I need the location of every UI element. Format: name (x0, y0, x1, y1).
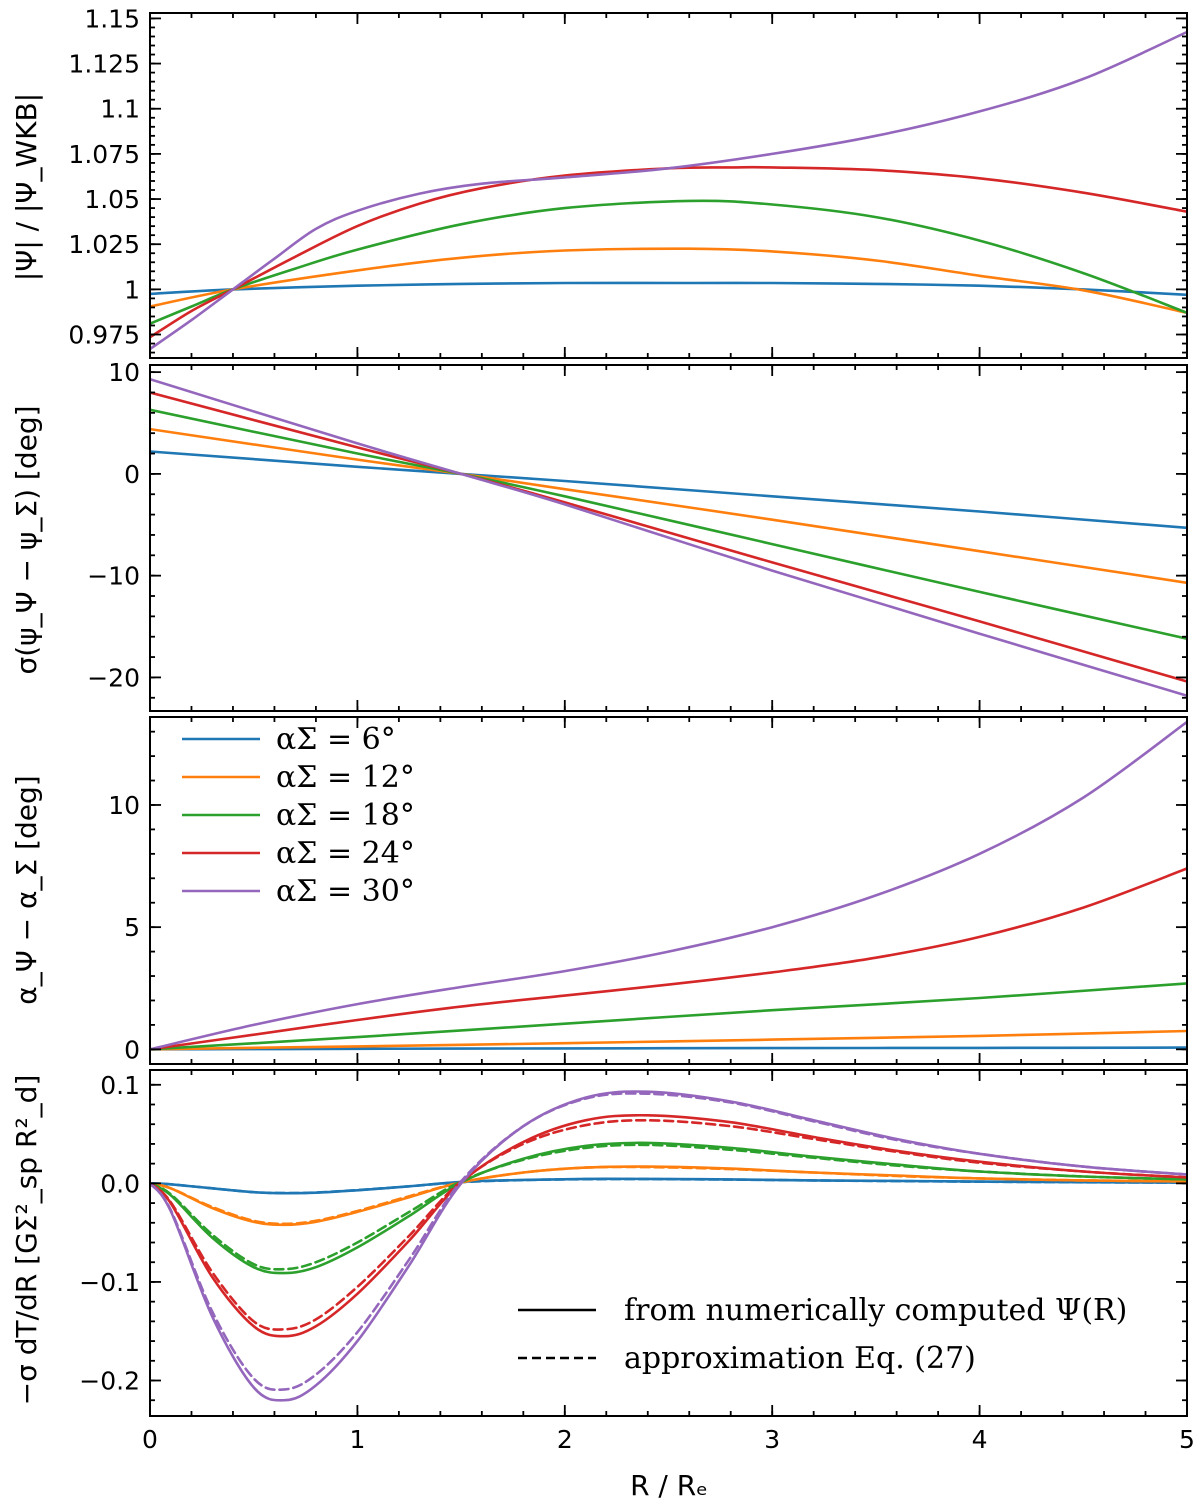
series-group-phase (150, 377, 1187, 697)
legend-label-dashed: approximation Eq. (27) (624, 1341, 976, 1376)
y-tick-label-phase: 0 (124, 460, 140, 489)
panel-amplitude-ratio: 0.975 1 1.025 1.05 1.075 1.1 1.125 1.15 (68, 4, 1188, 359)
series-line-phase-6 (150, 450, 1187, 530)
panel-phase-difference: −20 −10 0 10 (87, 358, 1188, 712)
series-line-amplitude-12 (150, 247, 1187, 315)
x-tick-label: 2 (557, 1425, 573, 1454)
legend-label-30: αΣ = 30° (276, 874, 415, 909)
legend-label-solid: from numerically computed Ψ(R) (624, 1293, 1127, 1328)
x-tick-label: 1 (349, 1425, 365, 1454)
y-tick-label-phase: 10 (108, 358, 140, 387)
series-line-torque-24-dashed (150, 1118, 1187, 1331)
series-line-pitch-24 (150, 867, 1187, 1051)
series-group-amplitude (150, 30, 1187, 351)
style-legend: from numerically computed Ψ(R) approxima… (518, 1293, 1127, 1376)
ylabel-phase: σ(ψ_Ψ − ψ_Σ) [deg] (10, 405, 43, 674)
series-line-torque-18-dashed (150, 1143, 1187, 1271)
xlabel: R / Rₑ (630, 1469, 708, 1502)
series-group-torque (150, 1090, 1187, 1402)
legend-label-6: αΣ = 6° (276, 722, 396, 757)
series-line-amplitude-30 (150, 30, 1187, 351)
ylabel-amplitude: |Ψ| / |Ψ_WKB| (10, 93, 43, 281)
ylabel-torque: −σ dT/dR [GΣ²_sp R²_d] (10, 1075, 43, 1406)
series-line-pitch-18 (150, 982, 1187, 1051)
series-line-pitch-30 (150, 720, 1187, 1051)
frame-pitch (149, 716, 1188, 1065)
y-tick-label-amplitude: 1.1 (100, 95, 140, 124)
y-tick-label-amplitude: 1.05 (84, 185, 140, 214)
y-tick-label-phase: −10 (87, 562, 140, 591)
series-line-phase-24 (150, 391, 1187, 683)
frame-amplitude (149, 12, 1188, 359)
legend-label-18: αΣ = 18° (276, 798, 415, 833)
y-tick-label-torque: 0.1 (100, 1071, 140, 1100)
series-line-torque-18-solid (150, 1141, 1187, 1275)
panel-pitch-angle-difference: 0 5 10 (108, 716, 1188, 1065)
x-tick-label: 3 (764, 1425, 780, 1454)
series-group-pitch (150, 720, 1187, 1051)
legend-label-24: αΣ = 24° (276, 836, 415, 871)
y-tick-label-torque: −0.1 (79, 1268, 140, 1297)
y-tick-label-torque: 0.0 (100, 1169, 140, 1198)
series-line-amplitude-24 (150, 165, 1187, 339)
ylabel-pitch: α_Ψ − α_Σ [deg] (10, 775, 43, 1004)
series-line-pitch-6 (150, 1046, 1187, 1051)
series-line-pitch-12 (150, 1029, 1187, 1051)
series-line-phase-12 (150, 427, 1187, 585)
frame-phase (149, 364, 1188, 712)
y-tick-label-amplitude: 1 (124, 275, 140, 304)
y-tick-label-amplitude: 0.975 (68, 321, 140, 350)
legend-label-12: αΣ = 12° (276, 760, 415, 795)
series-line-torque-24-solid (150, 1113, 1187, 1338)
y-tick-label-torque: −0.2 (79, 1367, 140, 1396)
x-tick-label: 5 (1179, 1425, 1195, 1454)
y-tick-label-pitch: 0 (124, 1035, 140, 1064)
series-line-torque-12-dashed (150, 1165, 1187, 1226)
y-tick-label-phase: −20 (87, 663, 140, 692)
x-tick-label: 4 (972, 1425, 988, 1454)
series-line-torque-30-dashed (150, 1092, 1187, 1392)
series-line-phase-18 (150, 408, 1187, 640)
y-tick-label-pitch: 10 (108, 791, 140, 820)
y-tick-label-amplitude: 1.15 (84, 4, 140, 33)
x-tick-label: 0 (142, 1425, 158, 1454)
series-line-amplitude-18 (150, 199, 1187, 325)
y-tick-label-amplitude: 1.075 (68, 140, 140, 169)
y-tick-label-pitch: 5 (124, 913, 140, 942)
panel-torque-density: 0 1 2 3 4 5 −0.2 −0.1 0.0 0.1 (79, 1069, 1195, 1454)
y-tick-label-amplitude: 1.025 (68, 230, 140, 259)
series-line-amplitude-6 (150, 281, 1187, 297)
color-legend: αΣ = 6° αΣ = 12° αΣ = 18° αΣ = 24° αΣ = … (182, 722, 415, 909)
series-line-torque-6-dashed (150, 1177, 1187, 1195)
y-tick-label-amplitude: 1.125 (68, 50, 140, 79)
series-line-phase-30 (150, 377, 1187, 697)
